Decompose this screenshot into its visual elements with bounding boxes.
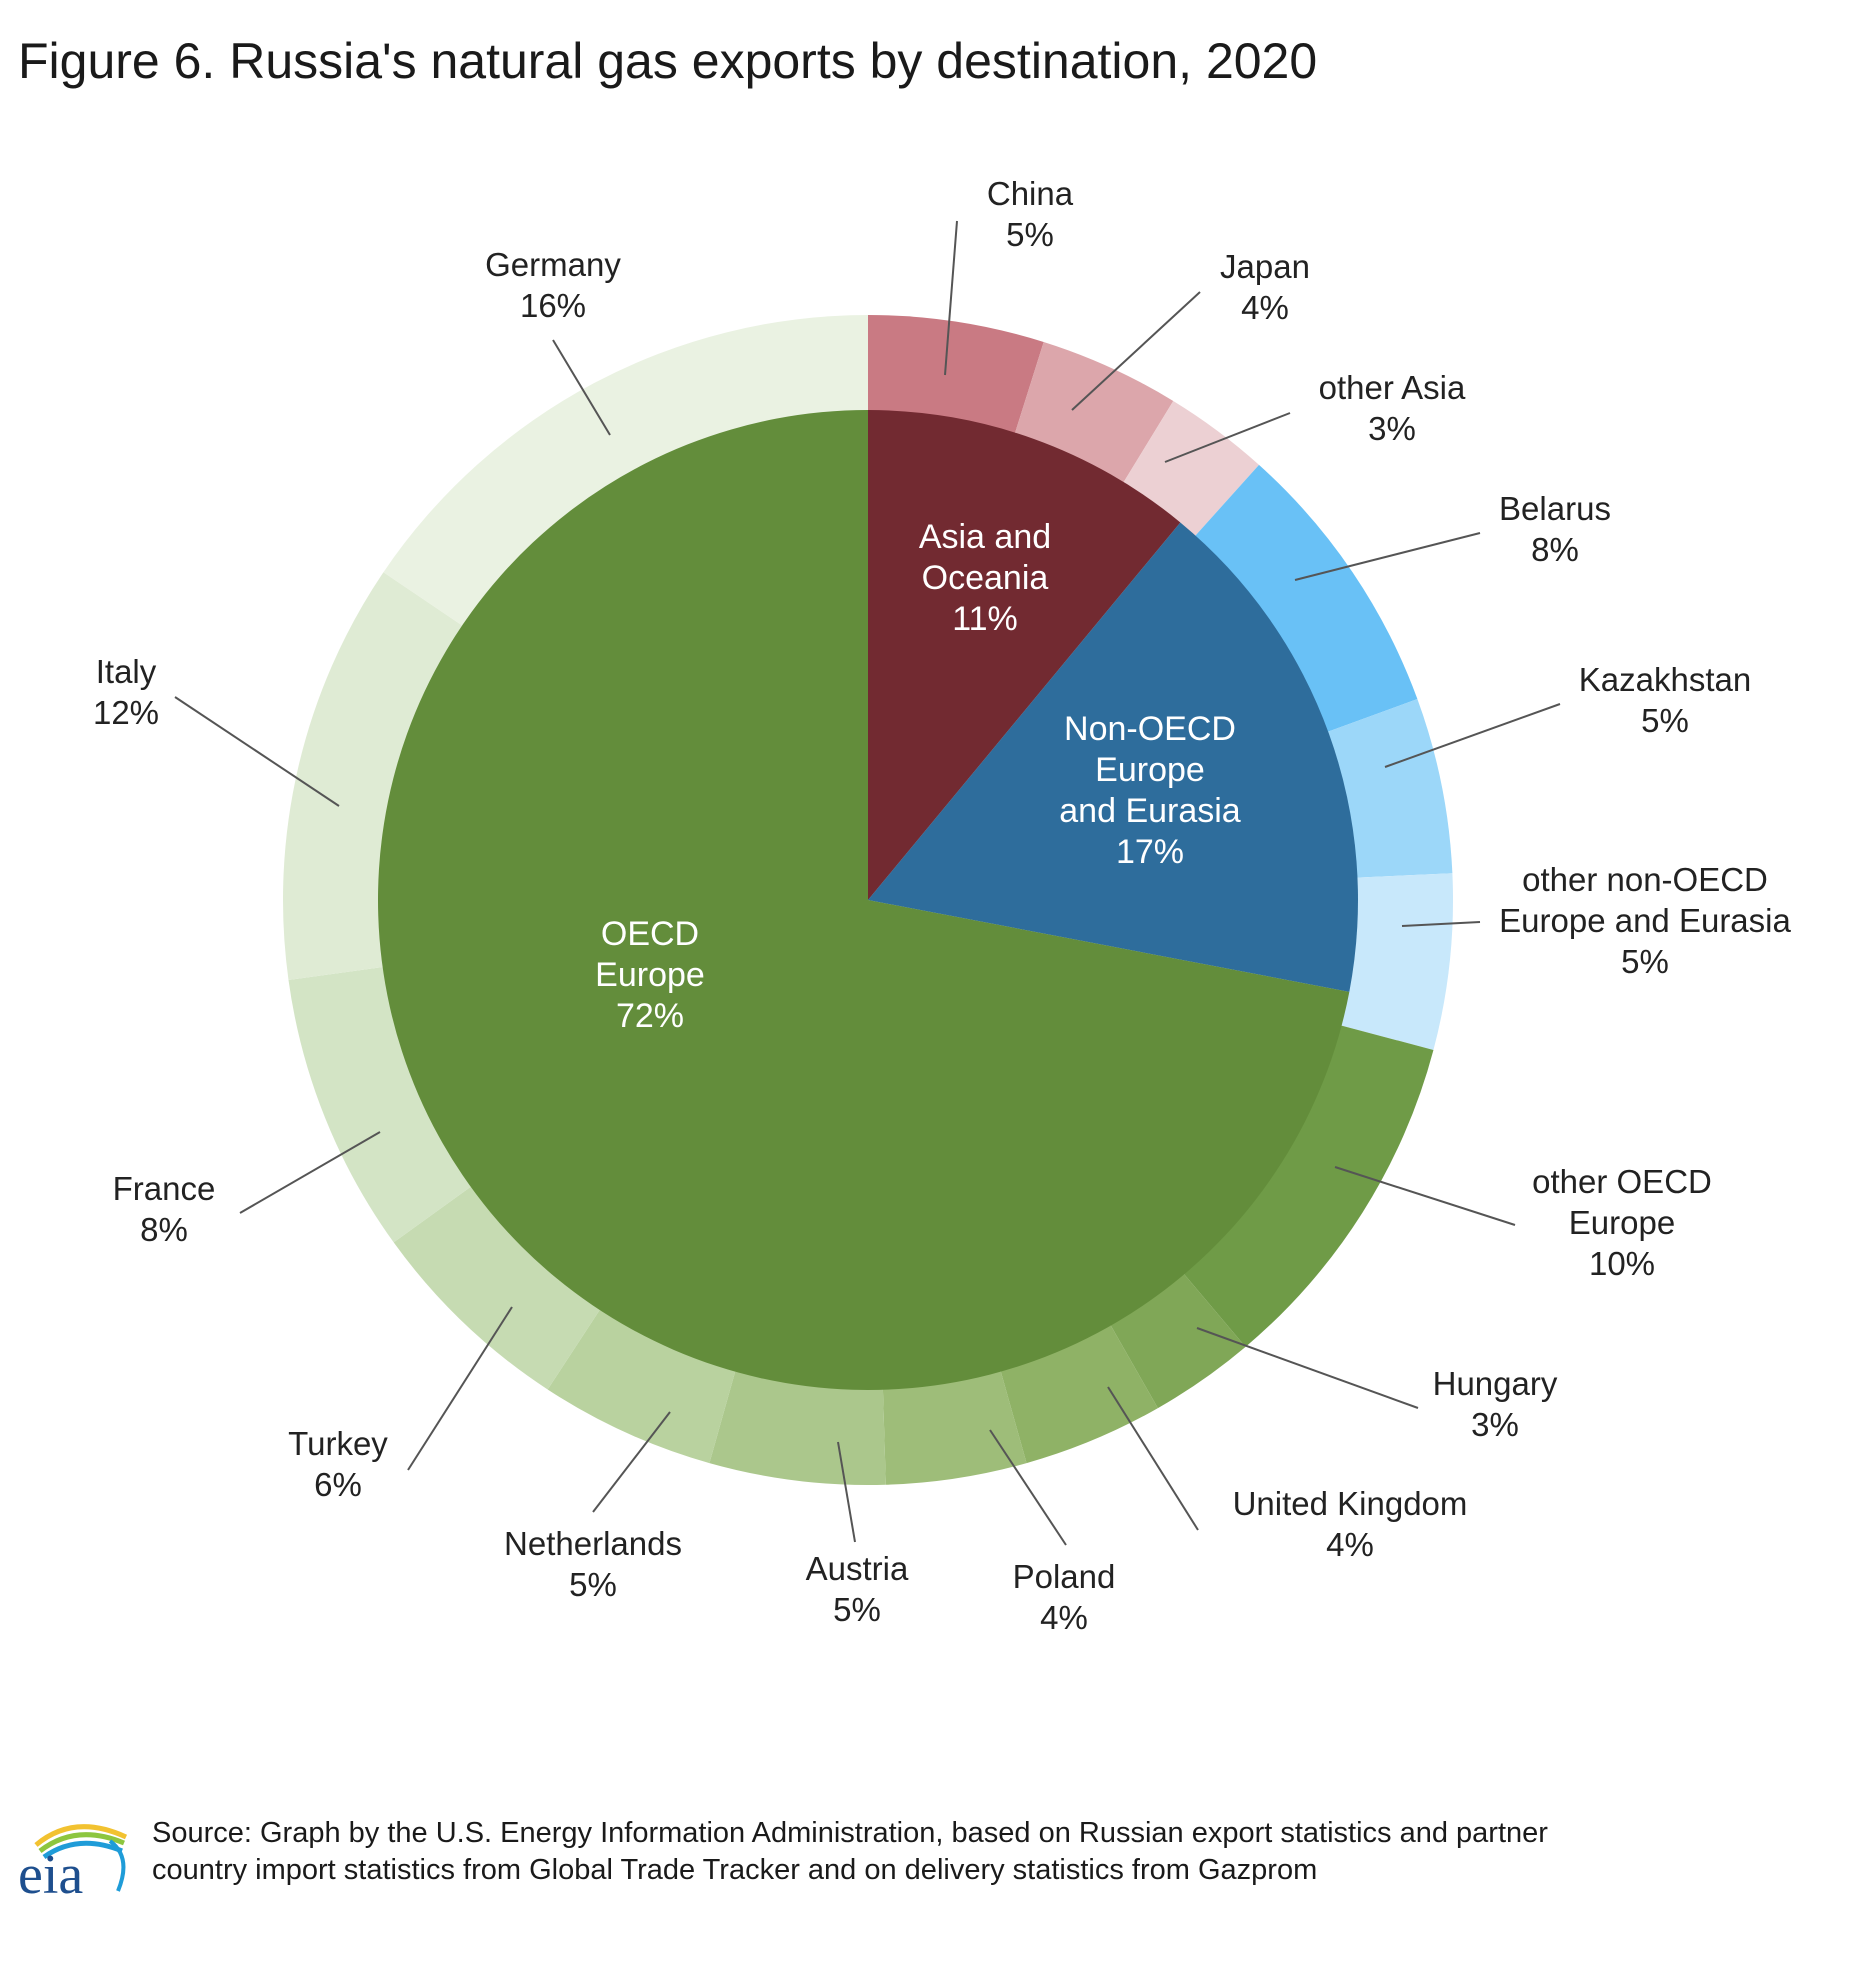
outer-label-other-oecd-europe-line: Europe	[1569, 1204, 1675, 1241]
outer-label-belarus-line: Belarus	[1499, 490, 1611, 527]
outer-label-france-line: France	[113, 1170, 216, 1207]
inner-label-non-oecd-europe-and-eurasia: Non-OECD Europe and Eurasia 17%	[1059, 710, 1241, 871]
outer-label-germany-line: 16%	[520, 287, 586, 324]
inner-label-non-oecd-europe-and-eurasia-line: Non-OECD	[1064, 710, 1236, 748]
inner-label-non-oecd-europe-and-eurasia-line: 17%	[1116, 833, 1184, 871]
footer: eia Source: Graph by the U.S. Energy Inf…	[14, 1795, 1854, 1905]
outer-label-kazakhstan-line: Kazakhstan	[1579, 661, 1751, 698]
inner-label-asia-and-oceania: Asia and Oceania 11%	[919, 518, 1051, 638]
inner-slice-oecd-europe	[377, 409, 1350, 1390]
outer-label-austria-line: Austria	[806, 1550, 909, 1587]
inner-label-asia-and-oceania-line: Oceania	[922, 559, 1049, 597]
inner-label-oecd-europe: OECD Europe 72%	[595, 915, 705, 1035]
leader-line-italy	[174, 696, 340, 807]
inner-label-oecd-europe-line: OECD	[601, 915, 699, 953]
leader-line-belarus	[1294, 532, 1481, 581]
source-line-1: Source: Graph by the U.S. Energy Informa…	[152, 1817, 1548, 1849]
outer-label-japan: Japan 4%	[1220, 248, 1310, 326]
outer-label-austria: Austria 5%	[806, 1550, 909, 1628]
chart-title: Figure 6. Russia's natural gas exports b…	[18, 33, 1318, 89]
outer-label-italy: Italy 12%	[93, 653, 159, 731]
leader-line-japan	[1071, 291, 1201, 411]
leader-line-hungary	[1196, 1327, 1419, 1409]
inner-label-asia-and-oceania-line: 11%	[952, 600, 1018, 638]
leader-line-united-kingdom	[1107, 1386, 1199, 1531]
pie-chart: China 5% Japan 4% other Asia 3% Belarus 8% Kazak…	[93, 175, 1792, 1636]
outer-label-other-oecd-europe: other OECD Europe 10%	[1532, 1163, 1712, 1282]
outer-label-japan-line: 4%	[1241, 289, 1289, 326]
outer-label-other-asia-line: other Asia	[1319, 369, 1466, 406]
leader-line-china	[944, 220, 958, 376]
inner-label-oecd-europe-line: Europe	[595, 956, 705, 994]
outer-label-china: China 5%	[987, 175, 1074, 253]
outer-label-other-oecd-europe-line: 10%	[1589, 1245, 1655, 1282]
leader-line-france	[239, 1131, 381, 1214]
outer-label-belarus-line: 8%	[1531, 531, 1579, 568]
outer-label-italy-line: 12%	[93, 694, 159, 731]
outer-label-other-non-oecd-europe-and-eurasia-line: other non-OECD	[1522, 861, 1768, 898]
outer-label-belarus: Belarus 8%	[1499, 490, 1611, 568]
outer-label-netherlands-line: Netherlands	[504, 1525, 682, 1562]
inner-slice-non-oecd-europe-and-eurasia	[868, 522, 1358, 992]
outer-label-other-asia-line: 3%	[1368, 410, 1416, 447]
leader-line-other-asia	[1164, 412, 1291, 463]
outer-label-other-non-oecd-europe-and-eurasia-line: 5%	[1621, 943, 1669, 980]
inner-label-non-oecd-europe-and-eurasia-line: Europe	[1095, 751, 1205, 789]
outer-label-turkey-line: 6%	[314, 1466, 362, 1503]
outer-label-france: France 8%	[113, 1170, 216, 1248]
leader-line-other-oecd-europe	[1334, 1166, 1516, 1226]
outer-label-other-oecd-europe-line: other OECD	[1532, 1163, 1712, 1200]
outer-label-kazakhstan: Kazakhstan 5%	[1579, 661, 1751, 739]
outer-label-other-non-oecd-europe-and-eurasia-line: Europe and Eurasia	[1499, 902, 1791, 939]
outer-label-united-kingdom-line: 4%	[1326, 1526, 1374, 1563]
outer-label-france-line: 8%	[140, 1211, 188, 1248]
outer-label-china-line: China	[987, 175, 1074, 212]
svg-text:eia: eia	[18, 1844, 83, 1905]
outer-label-china-line: 5%	[1006, 216, 1054, 253]
inner-labels: Asia and Oceania 11%Non-OECD Europe and Eura…	[595, 518, 1241, 1035]
outer-label-poland: Poland 4%	[1013, 1558, 1116, 1636]
outer-label-hungary-line: 3%	[1471, 1406, 1519, 1443]
outer-label-italy-line: Italy	[96, 653, 157, 690]
inner-label-non-oecd-europe-and-eurasia-line: and Eurasia	[1059, 792, 1241, 830]
inner-pie	[377, 409, 1358, 1390]
leader-line-germany	[552, 339, 611, 436]
outer-labels: China 5% Japan 4% other Asia 3% Belarus 8% Kazak…	[93, 175, 1792, 1636]
outer-label-turkey: Turkey 6%	[288, 1425, 388, 1503]
outer-label-germany-line: Germany	[485, 246, 621, 283]
outer-label-netherlands-line: 5%	[569, 1566, 617, 1603]
outer-label-hungary-line: Hungary	[1433, 1365, 1558, 1402]
leader-line-turkey	[407, 1306, 513, 1471]
inner-label-oecd-europe-line: 72%	[616, 997, 684, 1035]
outer-label-poland-line: Poland	[1013, 1558, 1116, 1595]
outer-label-turkey-line: Turkey	[288, 1425, 388, 1462]
eia-logo: eia	[18, 1824, 128, 1905]
outer-label-united-kingdom: United Kingdom 4%	[1233, 1485, 1468, 1563]
leader-line-netherlands	[592, 1411, 671, 1513]
outer-label-hungary: Hungary 3%	[1433, 1365, 1558, 1443]
outer-label-japan-line: Japan	[1220, 248, 1310, 285]
source-note: Source: Graph by the U.S. Energy Informa…	[152, 1815, 1852, 1889]
source-line-2: country import statistics from Global Tr…	[152, 1854, 1318, 1886]
outer-label-other-non-oecd-europe-and-eurasia: other non-OECD Europe and Eurasia 5%	[1499, 861, 1791, 980]
outer-label-other-asia: other Asia 3%	[1319, 369, 1466, 447]
leader-line-kazakhstan	[1384, 703, 1561, 768]
outer-label-kazakhstan-line: 5%	[1641, 702, 1689, 739]
leader-line-austria	[837, 1441, 856, 1543]
outer-label-austria-line: 5%	[833, 1591, 881, 1628]
leader-line-poland	[989, 1429, 1067, 1546]
inner-slice-asia-and-oceania	[868, 410, 1181, 900]
outer-label-poland-line: 4%	[1040, 1599, 1088, 1636]
outer-label-united-kingdom-line: United Kingdom	[1233, 1485, 1468, 1522]
leader-lines	[174, 220, 1561, 1546]
outer-label-germany: Germany 16%	[485, 246, 621, 324]
leader-line-other-non-oecd-europe-and-eurasia	[1401, 921, 1481, 927]
outer-label-netherlands: Netherlands 5%	[504, 1525, 682, 1603]
inner-label-asia-and-oceania-line: Asia and	[919, 518, 1051, 556]
